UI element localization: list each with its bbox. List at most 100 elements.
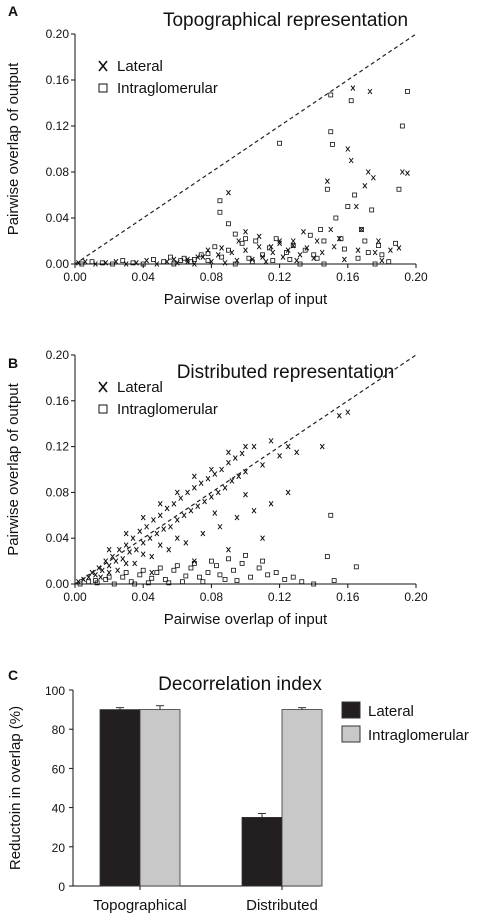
panel-letter: B	[8, 355, 18, 371]
intraglomerular-point	[248, 574, 254, 580]
lateral-point	[256, 233, 262, 240]
lateral-point	[301, 228, 306, 235]
intraglomerular-point	[299, 579, 305, 585]
lateral-point	[161, 526, 167, 532]
intraglomerular-point	[253, 238, 259, 244]
y-tick-label: 80	[52, 723, 66, 737]
x-tick-label: 0.16	[336, 590, 360, 604]
legend-lateral-swatch	[341, 701, 361, 719]
x-tick-label: 0.00	[63, 270, 87, 284]
lateral-point	[353, 203, 359, 210]
y-axis-label: Pairwise overlap of output	[5, 382, 22, 555]
intraglomerular-point	[282, 577, 288, 582]
intraglomerular-point	[260, 558, 265, 564]
x-tick-label: 0.00	[63, 590, 87, 604]
lateral-point	[137, 528, 143, 535]
intraglomerular-point	[205, 258, 211, 263]
lateral-point	[285, 489, 291, 496]
lateral-point	[212, 510, 218, 516]
lateral-point	[219, 245, 225, 251]
intraglomerular-point	[359, 227, 364, 232]
intraglomerular-point	[393, 240, 398, 246]
intraglomerular-point	[198, 252, 204, 258]
intraglomerular-point	[239, 240, 245, 246]
lateral-point	[294, 449, 300, 456]
intraglomerular-point	[132, 581, 138, 587]
lateral-point	[297, 251, 303, 258]
lateral-point	[345, 409, 351, 416]
x-category-label: Topographical	[93, 897, 186, 914]
intraglomerular-point	[331, 578, 337, 583]
intraglomerular-point	[273, 570, 279, 575]
intraglomerular-point	[123, 570, 129, 575]
intraglomerular-point	[137, 572, 143, 578]
intraglomerular-point	[171, 261, 177, 267]
lateral-point	[260, 462, 265, 468]
lateral-point	[185, 489, 190, 496]
intraglomerular-point	[348, 98, 354, 104]
lateral-point	[277, 452, 282, 459]
lateral-point	[222, 485, 228, 491]
lateral-point	[110, 553, 115, 560]
intraglomerular-point	[330, 141, 335, 147]
y-tick-label: 0.00	[46, 577, 70, 591]
lateral-point	[251, 507, 257, 514]
intraglomerular-point	[99, 260, 105, 266]
intraglomerular-point	[200, 579, 206, 585]
legend-lateral-marker	[98, 381, 108, 393]
x-tick-label: 0.08	[200, 270, 224, 284]
lateral-point	[168, 523, 173, 530]
intraglomerular-point	[266, 245, 272, 251]
intraglomerular-point	[249, 259, 255, 265]
lateral-point	[256, 243, 262, 250]
lateral-point	[226, 459, 231, 466]
intraglomerular-point	[222, 577, 228, 582]
intraglomerular-point	[311, 252, 317, 258]
y-tick-label: 0	[58, 880, 65, 894]
intraglomerular-point	[365, 250, 371, 255]
y-tick-label: 0.16	[46, 394, 70, 408]
lateral-point	[236, 473, 242, 480]
lateral-point	[367, 88, 373, 95]
lateral-bar	[99, 709, 141, 887]
lateral-point	[314, 238, 320, 244]
panel-letter: A	[8, 3, 18, 19]
intraglomerular-point	[162, 577, 168, 582]
lateral-point	[132, 560, 138, 567]
intraglomerular-point	[226, 247, 231, 253]
intraglomerular-point	[214, 563, 219, 569]
y-tick-label: 0.20	[46, 27, 70, 41]
legend-intraglomerular-marker	[98, 83, 108, 93]
intraglomerular-point	[243, 236, 248, 242]
lateral-point	[116, 546, 122, 553]
x-tick-label: 0.20	[404, 590, 428, 604]
intraglomerular-point	[106, 574, 112, 580]
intraglomerular-point	[86, 579, 92, 585]
intraglomerular-point	[260, 252, 265, 258]
intraglomerular-point	[256, 565, 262, 571]
lateral-point	[157, 501, 163, 507]
lateral-point	[331, 243, 337, 250]
panel-c-decorrelation-bar-chart: C Decorrelation index 0 20 40 60 80 100 Reductoi…	[7, 667, 469, 914]
lateral-point	[157, 512, 163, 519]
lateral-point	[226, 546, 231, 553]
lateral-point	[157, 542, 163, 548]
lateral-point	[81, 576, 86, 583]
lateral-point	[341, 256, 347, 263]
lateral-point	[324, 178, 330, 185]
intraglomerular-point	[386, 259, 392, 265]
lateral-point	[215, 489, 221, 496]
lateral-point	[365, 169, 371, 175]
y-axis-label: Reductoin in overlap (%)	[7, 706, 24, 870]
lateral-point	[133, 546, 139, 553]
lateral-point	[239, 450, 245, 457]
intraglomerular-point	[180, 579, 185, 585]
intraglomerular-point	[341, 246, 347, 252]
intraglomerular-point	[219, 254, 225, 260]
lateral-point	[232, 455, 238, 461]
lateral-point	[140, 551, 146, 558]
lateral-point	[188, 507, 194, 514]
lateral-point	[280, 254, 286, 260]
y-tick-label: 0.08	[46, 165, 70, 179]
lateral-point	[251, 443, 257, 450]
